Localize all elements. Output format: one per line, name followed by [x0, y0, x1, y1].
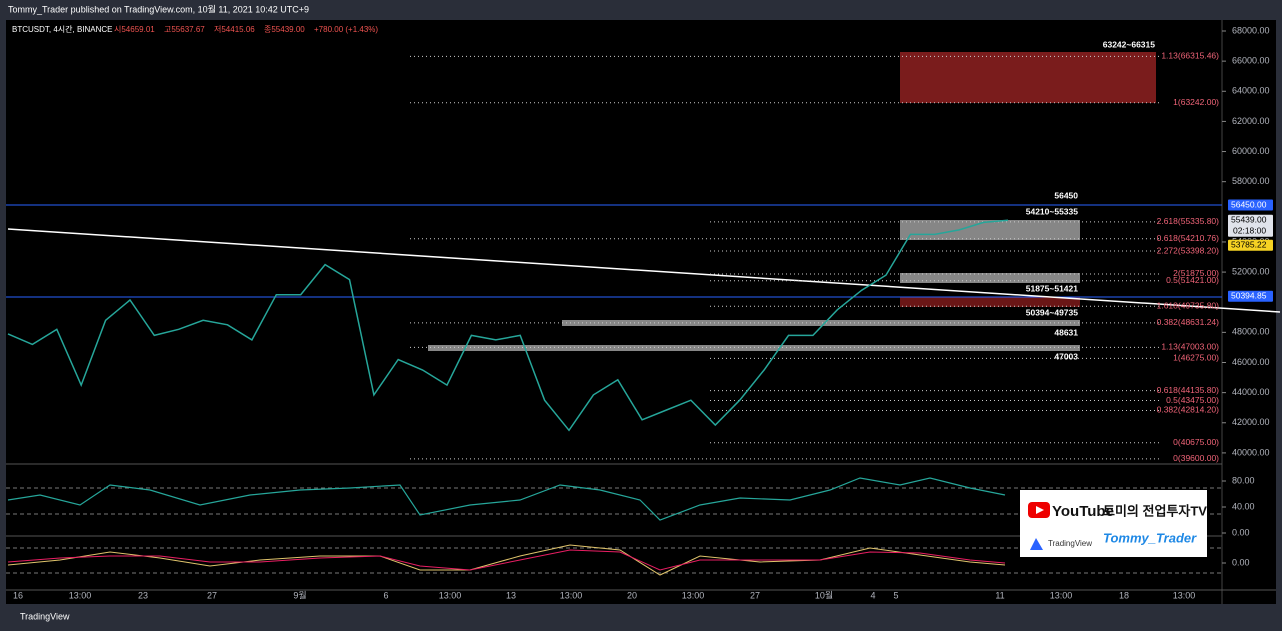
x-tick-label: 13:00 — [439, 590, 462, 600]
y-tick-label: 40000.00 — [1232, 447, 1270, 457]
level-label: 0.618(54210.76) — [1157, 233, 1220, 243]
level-label: 1.13(47003.00) — [1161, 342, 1219, 352]
trend-line — [7, 228, 1281, 313]
countdown: 02:18:00 — [1233, 226, 1266, 236]
signal-line — [7, 549, 1006, 571]
ohlc-value: 고55637.67 — [164, 25, 205, 34]
rsi-tick-label: 0.00 — [1232, 527, 1250, 537]
price-line — [7, 219, 1009, 432]
x-tick-label: 13:00 — [69, 590, 92, 600]
x-tick-label: 18 — [1119, 590, 1129, 600]
symbol: BTCUSDT, 4시간, BINANCE — [12, 24, 113, 34]
x-tick-label: 27 — [207, 590, 217, 600]
plot: BTCUSDT, 4시간, BINANCE 시54659.01 고55637.67 저… — [7, 24, 1273, 600]
rsi-line — [7, 477, 1006, 521]
channel-name: 토미의 전업투자TV — [1103, 503, 1207, 518]
y-tick-label: 58000.00 — [1232, 176, 1270, 186]
y-tick-label: 48000.00 — [1232, 327, 1270, 337]
x-tick-label: 4 — [870, 590, 875, 600]
zone-box — [900, 52, 1156, 103]
level-label: 1(46275.00) — [1173, 353, 1219, 363]
ohlc-value: 종55439.00 — [264, 25, 305, 34]
zone-box — [562, 320, 1080, 326]
author: Tommy_Trader — [1103, 530, 1197, 545]
x-tick-label: 6 — [383, 590, 388, 600]
y-tick-label: 44000.00 — [1232, 387, 1270, 397]
level-label: 2.618(55335.80) — [1157, 216, 1220, 226]
x-tick-label: 10월 — [815, 589, 833, 600]
level-label: 2.272(53398.20) — [1157, 245, 1220, 255]
youtube-play — [1036, 506, 1044, 514]
x-tick-label: 13:00 — [1173, 590, 1196, 600]
zone-box — [900, 273, 1080, 283]
zone-box — [900, 220, 1080, 240]
rsi-tick-label: 40.00 — [1232, 501, 1255, 511]
level-label: 0(39600.00) — [1173, 453, 1219, 463]
price-tag-label: 50394.85 — [1231, 291, 1267, 301]
zone-box — [428, 345, 1080, 351]
ohlc-value: 시54659.01 — [114, 25, 155, 34]
level-label: 0.5(51421.00) — [1166, 275, 1219, 285]
tv-text: TradingView — [1048, 539, 1092, 548]
level-label: 1.618(49735.80) — [1157, 300, 1220, 310]
x-tick-label: 13:00 — [560, 590, 583, 600]
price-tag-label: 56450.00 — [1231, 199, 1267, 209]
price-tag — [1228, 214, 1273, 237]
level-label: 1(63242.00) — [1173, 97, 1219, 107]
footer-brand: TradingView — [20, 611, 70, 621]
x-tick-label: 16 — [13, 590, 23, 600]
level-label: 0.618(44135.80) — [1157, 385, 1220, 395]
zone-label: 51875~51421 — [1026, 283, 1079, 293]
macd-line — [7, 544, 1006, 576]
x-tick-label: 9월 — [293, 589, 306, 600]
x-tick-label: 20 — [627, 590, 637, 600]
zone-label: 54210~55335 — [1026, 206, 1079, 216]
change: +780.00 (+1.43%) — [314, 25, 378, 34]
watermark-box — [1020, 490, 1207, 557]
youtube-text: YouTube — [1052, 503, 1114, 520]
y-tick-label: 52000.00 — [1232, 266, 1270, 276]
level-label: 0(40675.00) — [1173, 437, 1219, 447]
level-label: 0.5(43475.00) — [1166, 395, 1219, 405]
level-label: 1.13(66315.46) — [1161, 51, 1219, 61]
zone-box — [900, 297, 1080, 307]
ohlc-value: 저54415.06 — [214, 25, 255, 34]
level-label: 2(51875.00) — [1173, 268, 1219, 278]
price-tag-label: 55439.00 — [1231, 215, 1267, 225]
price-tag — [1228, 199, 1273, 211]
y-tick-label: 60000.00 — [1232, 146, 1270, 156]
x-tick-label: 13 — [506, 590, 516, 600]
y-tick-label: 66000.00 — [1232, 56, 1270, 66]
x-tick-label: 13:00 — [682, 590, 705, 600]
level-label: 0.382(48631.24) — [1157, 317, 1220, 327]
y-tick-label: 62000.00 — [1232, 116, 1270, 126]
y-tick-label: 68000.00 — [1232, 25, 1270, 35]
x-tick-label: 23 — [138, 590, 148, 600]
zone-label: 48631 — [1054, 327, 1078, 337]
x-tick-label: 5 — [893, 590, 898, 600]
y-tick-label: 64000.00 — [1232, 86, 1270, 96]
level-label: 0.382(42814.20) — [1157, 405, 1220, 415]
tv-logo — [1030, 538, 1043, 550]
x-tick-label: 27 — [750, 590, 760, 600]
zone-label: 50394~49735 — [1026, 307, 1079, 317]
y-tick-label: 46000.00 — [1232, 357, 1270, 367]
zone-label: 47003 — [1054, 351, 1078, 361]
x-tick-label: 13:00 — [1050, 590, 1073, 600]
macd-tick-label: 0.00 — [1232, 557, 1250, 567]
price-tag-label: 53785.22 — [1231, 239, 1267, 249]
price-tag — [1228, 290, 1273, 302]
price-tag — [1228, 239, 1273, 251]
y-tick-label: 42000.00 — [1232, 417, 1270, 427]
zone-label: 56450 — [1054, 190, 1078, 200]
x-tick-label: 11 — [995, 590, 1004, 600]
rsi-tick-label: 80.00 — [1232, 475, 1255, 485]
header: Tommy_Trader published on TradingView.co… — [8, 3, 309, 14]
zone-label: 63242~66315 — [1103, 39, 1156, 49]
